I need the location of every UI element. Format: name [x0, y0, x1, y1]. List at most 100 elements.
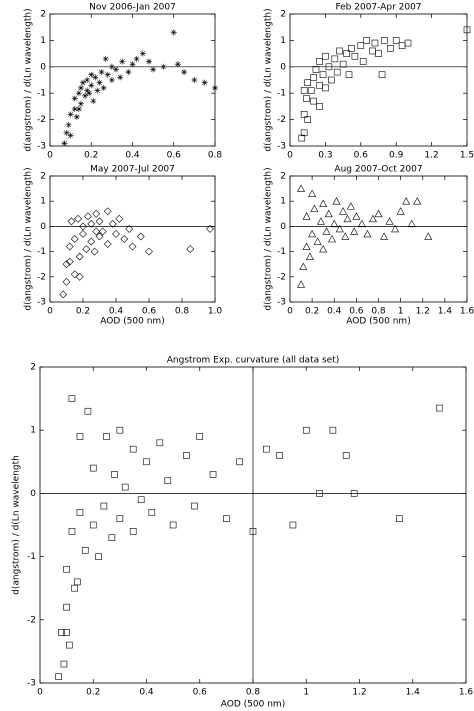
data-point — [70, 270, 79, 279]
data-point — [398, 42, 406, 49]
data-point — [74, 214, 82, 223]
x-tick-label: 0.6 — [349, 307, 364, 317]
data-point — [298, 134, 306, 142]
data-point — [108, 534, 116, 541]
data-point — [88, 71, 95, 78]
data-point — [327, 76, 335, 84]
data-point — [209, 471, 217, 478]
panel-title: Angstrom Exp. curvature (all data set) — [167, 356, 340, 366]
data-point — [276, 452, 283, 459]
x-tick-label: 0.2 — [305, 307, 319, 317]
y-tick-label: 0 — [30, 489, 36, 499]
x-tick-label: 0.6 — [167, 151, 182, 161]
data-point — [341, 232, 350, 240]
data-point — [92, 227, 101, 236]
data-point — [63, 629, 70, 636]
data-point — [308, 229, 317, 238]
data-point — [339, 207, 348, 215]
x-tick-label: 0.6 — [142, 307, 157, 317]
data-point — [316, 217, 325, 225]
data-point — [302, 242, 311, 250]
data-point — [212, 84, 218, 91]
x-tick-label: 0.4 — [125, 151, 140, 161]
data-point — [136, 232, 145, 241]
data-point — [186, 245, 195, 254]
x-tick-label: 0 — [37, 688, 43, 698]
x-tick-label: 1.4 — [406, 688, 421, 698]
data-point — [62, 277, 71, 286]
y-tick-label: -2 — [37, 272, 46, 282]
y-tick-label: -3 — [277, 142, 286, 152]
data-point — [95, 553, 102, 560]
data-point — [310, 97, 317, 105]
data-point — [88, 82, 95, 89]
data-point — [385, 217, 394, 225]
data-point — [350, 227, 359, 235]
y-tick-label: -3 — [37, 142, 46, 152]
data-point — [103, 433, 110, 440]
data-point — [368, 214, 377, 223]
data-point — [121, 483, 129, 491]
data-point — [310, 74, 317, 81]
panel-title: Nov 2006-Jan 2007 — [89, 3, 176, 13]
data-point — [89, 521, 97, 529]
data-point — [150, 66, 157, 73]
y-tick-label: 2 — [280, 10, 286, 20]
x-tick-label: 0 — [47, 151, 53, 161]
data-point — [375, 50, 382, 57]
plot-frame — [289, 175, 468, 303]
data-point — [310, 204, 319, 213]
data-point — [196, 433, 204, 440]
data-point — [191, 77, 198, 83]
data-point — [302, 212, 311, 220]
data-point — [236, 458, 243, 466]
data-point — [297, 184, 306, 192]
data-point — [108, 77, 115, 83]
y-tick-label: -2 — [277, 115, 286, 125]
data-point — [84, 212, 92, 221]
data-point — [111, 471, 118, 478]
x-tick-label: 0.4 — [327, 307, 342, 317]
data-point — [304, 116, 312, 123]
y-axis-label: d(angstrom) / d(Ln wavelength — [12, 455, 22, 595]
plot-frame — [289, 13, 468, 147]
data-point — [249, 528, 257, 535]
data-point — [191, 502, 198, 510]
y-tick-label: 0 — [280, 222, 286, 232]
data-point — [81, 546, 89, 554]
data-point — [139, 50, 146, 57]
data-point — [201, 79, 208, 86]
y-axis-label: d(angstrom) / d(Ln wavelength) — [264, 167, 274, 310]
data-point — [312, 66, 320, 73]
data-point — [346, 202, 355, 210]
data-point — [100, 84, 107, 91]
data-point — [71, 95, 78, 102]
data-point — [55, 673, 62, 680]
data-point — [84, 87, 91, 94]
data-point — [299, 262, 308, 271]
x-tick-label: 1.2 — [352, 688, 366, 698]
y-tick-label: 2 — [40, 172, 46, 182]
data-point — [413, 197, 422, 205]
data-point — [75, 106, 82, 113]
data-point — [87, 237, 96, 246]
data-point — [402, 197, 411, 205]
data-point — [336, 47, 343, 55]
data-point — [68, 395, 76, 402]
data-point — [325, 63, 333, 71]
data-point — [67, 217, 76, 226]
data-point — [322, 52, 329, 60]
data-point — [351, 52, 359, 60]
y-tick-label: 1 — [40, 36, 46, 46]
data-point — [112, 230, 120, 238]
data-point — [102, 55, 109, 62]
data-point — [324, 209, 333, 218]
data-point — [396, 207, 405, 215]
y-tick-label: 0 — [40, 62, 46, 72]
data-point — [463, 26, 471, 34]
data-point — [62, 260, 71, 269]
data-point — [363, 229, 372, 238]
x-tick-label: 1.6 — [459, 688, 474, 698]
data-point — [369, 47, 376, 55]
